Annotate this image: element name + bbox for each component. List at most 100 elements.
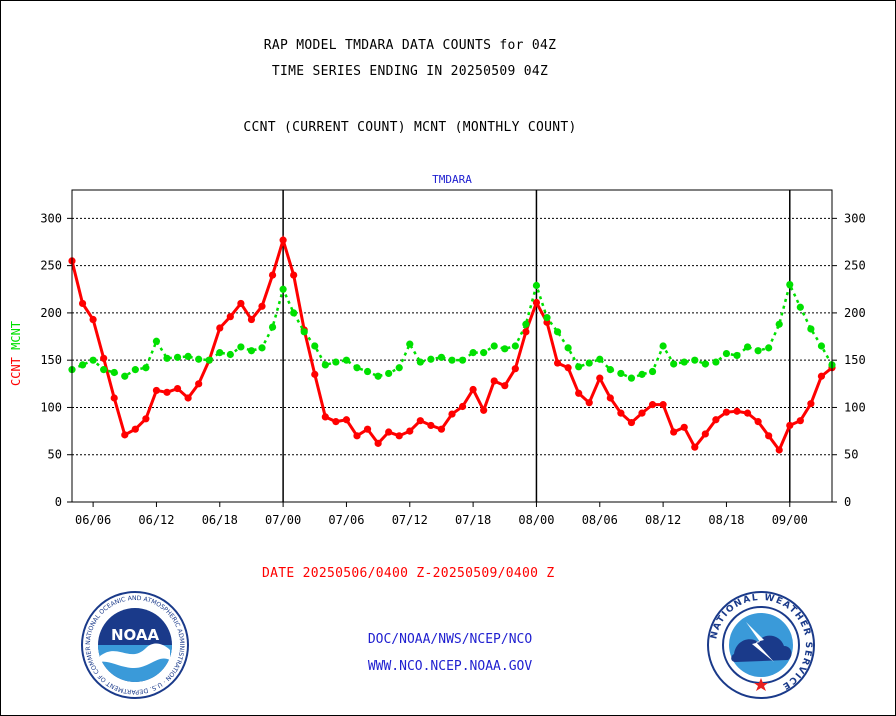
series-point-ccnt xyxy=(775,446,783,454)
y-tick-label-left: 100 xyxy=(40,400,62,414)
series-point-mcnt xyxy=(543,314,551,322)
series-point-ccnt xyxy=(585,399,593,407)
series-point-ccnt xyxy=(163,388,171,396)
series-point-mcnt xyxy=(458,356,467,364)
series-point-ccnt xyxy=(807,400,815,408)
series-point-mcnt xyxy=(733,351,741,360)
x-tick-label: 07/00 xyxy=(265,513,301,527)
series-point-ccnt xyxy=(627,418,636,427)
x-tick-label: 06/18 xyxy=(202,513,238,527)
series-point-ccnt xyxy=(395,432,403,440)
series-point-ccnt xyxy=(765,432,773,440)
series-point-ccnt xyxy=(332,418,340,426)
series-point-mcnt xyxy=(775,320,783,328)
series-point-mcnt xyxy=(89,356,97,364)
series-point-ccnt xyxy=(691,443,699,451)
series-point-ccnt xyxy=(363,425,372,433)
series-point-ccnt xyxy=(680,423,688,431)
series-point-mcnt xyxy=(532,281,541,290)
series-point-ccnt xyxy=(321,413,329,421)
series-point-ccnt xyxy=(553,359,562,367)
series-point-mcnt xyxy=(195,355,203,363)
series-point-mcnt xyxy=(100,366,108,374)
series-point-ccnt xyxy=(733,407,741,415)
y-tick-label-left: 150 xyxy=(40,353,62,367)
x-tick-label: 08/18 xyxy=(708,513,744,527)
series-point-ccnt xyxy=(743,409,752,417)
series-point-mcnt xyxy=(121,372,129,380)
x-tick-label: 06/12 xyxy=(138,513,174,527)
series-point-mcnt xyxy=(670,360,678,368)
series-point-mcnt xyxy=(796,303,804,311)
series-point-mcnt xyxy=(722,349,731,358)
series-point-mcnt xyxy=(142,364,150,372)
series-point-mcnt xyxy=(691,356,699,364)
series-point-ccnt xyxy=(385,428,393,436)
series-point-mcnt xyxy=(701,360,709,368)
series-point-ccnt xyxy=(617,409,625,417)
y-tick-label-left: 50 xyxy=(48,448,62,462)
series-point-mcnt xyxy=(511,342,519,350)
series-point-mcnt xyxy=(395,364,403,372)
series-point-mcnt xyxy=(237,343,245,351)
series-point-mcnt xyxy=(416,358,424,366)
series-point-mcnt xyxy=(226,350,234,359)
org-path-label: DOC/NOAA/NWS/NCEP/NCO xyxy=(367,632,533,647)
x-tick-label: 09/00 xyxy=(772,513,808,527)
series-point-mcnt xyxy=(596,355,604,363)
series-point-mcnt xyxy=(743,343,752,351)
x-tick-label: 08/00 xyxy=(518,513,554,527)
series-point-ccnt xyxy=(173,384,182,393)
series-point-ccnt xyxy=(131,425,139,433)
series-point-ccnt xyxy=(311,370,319,378)
noaa-logo-text: NOAA xyxy=(111,626,160,644)
y-axis-label: CCNT MCNT xyxy=(9,321,23,386)
chart-title-line1: RAP MODEL TMDARA DATA COUNTS for 04Z xyxy=(263,38,557,53)
series-point-mcnt xyxy=(638,370,646,378)
y-axis-label-ccnt: CCNT xyxy=(9,350,23,386)
y-tick-label-right: 100 xyxy=(844,400,866,414)
series-point-mcnt xyxy=(480,349,488,357)
series-point-ccnt xyxy=(437,425,446,433)
series-point-ccnt xyxy=(290,271,298,279)
x-tick-label: 07/12 xyxy=(392,513,428,527)
series-point-mcnt xyxy=(437,353,446,361)
x-tick-label: 07/18 xyxy=(455,513,491,527)
series-point-ccnt xyxy=(427,421,435,430)
noaa-logo-icon: NOAA NATIONAL OCEANIC AND ATMOSPHERIC AD… xyxy=(80,590,189,699)
series-point-ccnt xyxy=(247,315,256,324)
series-point-ccnt xyxy=(786,421,794,430)
series-point-ccnt xyxy=(606,394,614,402)
series-point-mcnt xyxy=(627,374,636,382)
x-tick-label: 08/06 xyxy=(582,513,618,527)
series-point-ccnt xyxy=(406,427,414,435)
series-point-mcnt xyxy=(216,349,224,357)
y-tick-label-right: 200 xyxy=(844,306,866,320)
y-tick-label-right: 150 xyxy=(844,353,866,367)
y-tick-label-right: 0 xyxy=(844,495,851,509)
series-point-ccnt xyxy=(490,377,498,385)
series-point-mcnt xyxy=(152,337,161,345)
series-point-ccnt xyxy=(532,298,541,307)
x-tick-label: 08/12 xyxy=(645,513,681,527)
series-point-mcnt xyxy=(786,280,794,289)
series-point-mcnt xyxy=(247,347,256,355)
series-point-mcnt xyxy=(385,369,393,378)
series-point-ccnt xyxy=(754,418,762,426)
series-point-mcnt xyxy=(258,344,266,352)
date-range-label: DATE 20250506/0400 Z-20250509/0400 Z xyxy=(262,566,555,581)
series-point-mcnt xyxy=(353,364,361,372)
series-point-mcnt xyxy=(363,367,372,376)
series-point-mcnt xyxy=(606,366,614,374)
series-point-ccnt xyxy=(184,394,192,402)
y-tick-label-left: 200 xyxy=(40,306,62,320)
series-point-ccnt xyxy=(817,372,826,380)
series-point-ccnt xyxy=(448,410,456,418)
series-point-mcnt xyxy=(342,356,351,364)
series-point-mcnt xyxy=(564,344,572,352)
nws-logo-icon: NATIONAL WEATHER SERVICE xyxy=(707,591,815,699)
series-point-ccnt xyxy=(258,302,266,310)
plot-border xyxy=(71,189,833,503)
series-point-mcnt xyxy=(817,342,826,350)
series-point-mcnt xyxy=(78,361,87,369)
